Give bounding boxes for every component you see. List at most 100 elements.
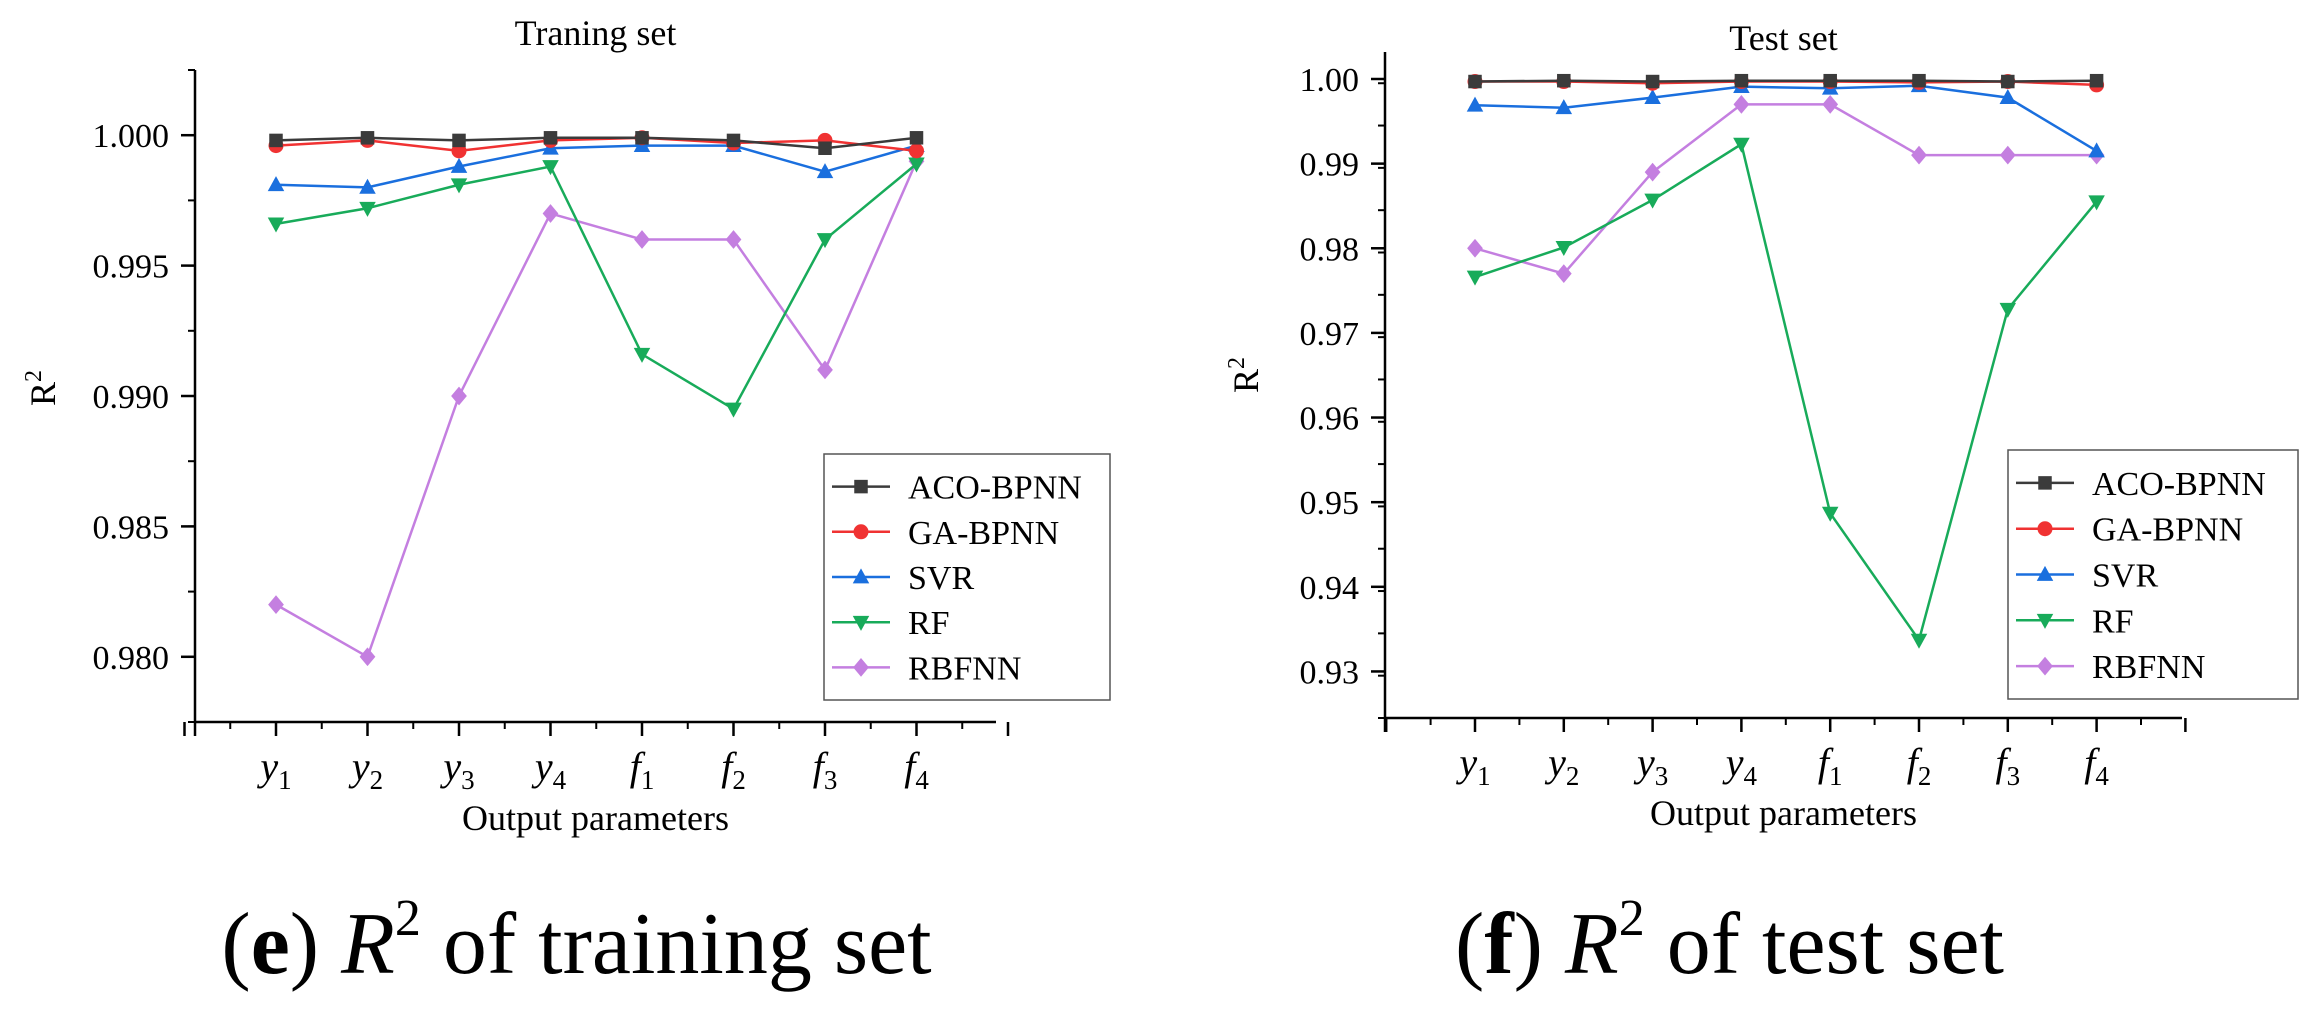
data-point-aco-bpnn — [909, 131, 924, 145]
data-point-svr — [1644, 88, 1661, 104]
data-point-rbfnn — [725, 230, 742, 249]
data-point-rf — [908, 157, 925, 173]
data-point-svr — [1555, 99, 1573, 115]
y-tick-label: 1.00 — [1300, 62, 1360, 99]
data-point-rf — [1733, 137, 1750, 153]
series-line-svr — [275, 144, 917, 189]
data-point-rbfnn — [1911, 145, 1927, 165]
data-point-rbfnn — [1644, 162, 1661, 182]
legend-marker — [2037, 521, 2053, 537]
y-tick-label: 0.985 — [93, 509, 170, 546]
data-point-rbfnn — [1555, 264, 1572, 284]
x-tick-label: y3 — [1633, 740, 1668, 791]
x-tick-label: f1 — [1818, 740, 1843, 791]
chart-title: Traning set — [515, 13, 677, 53]
series-line-rf — [275, 162, 918, 411]
legend-label: SVR — [2092, 558, 2158, 595]
data-point-aco-bpnn — [1734, 73, 1749, 88]
y-tick-label: 0.95 — [1300, 485, 1360, 522]
series-line-aco-bpnn — [1474, 79, 2097, 83]
caption-text: of test set — [1666, 896, 2004, 993]
legend-marker — [852, 568, 870, 584]
data-point-rf — [1999, 302, 2017, 318]
legend-label: RBFNN — [908, 650, 1021, 687]
data-point-aco-bpnn — [1468, 74, 1482, 89]
data-point-aco-bpnn — [1645, 74, 1660, 89]
x-axis-label: Output parameters — [1650, 793, 1917, 833]
data-point-rbfnn — [451, 386, 467, 406]
x-tick-label: f4 — [904, 744, 929, 795]
legend-label: GA-BPNN — [908, 515, 1059, 552]
caption-letter: f — [1484, 896, 1514, 993]
legend-label: ACO-BPNN — [2092, 466, 2266, 503]
legend-marker — [2037, 656, 2053, 676]
data-point-aco-bpnn — [269, 133, 283, 148]
data-point-rf — [1644, 193, 1661, 209]
data-point-rbfnn — [634, 230, 650, 249]
data-point-svr — [267, 176, 285, 192]
x-tick-label: f3 — [1995, 740, 2020, 791]
y-tick-label: 0.98 — [1300, 231, 1360, 268]
data-point-rf — [816, 233, 834, 249]
series-line-rbfnn — [1474, 103, 2097, 276]
data-point-aco-bpnn — [726, 133, 741, 148]
y-axis-label: R2 — [21, 370, 63, 406]
x-tick-label: y3 — [439, 744, 474, 795]
series-line-ga-bpnn — [275, 136, 917, 153]
x-tick-label: y1 — [1455, 740, 1490, 791]
y-tick-label: 0.99 — [1300, 147, 1360, 184]
data-point-rf — [633, 347, 651, 363]
data-point-aco-bpnn — [1912, 73, 1926, 88]
caption-variable: R — [1564, 896, 1619, 993]
data-point-aco-bpnn — [543, 131, 558, 145]
y-tick-label: 0.980 — [93, 640, 170, 677]
series-line-svr — [1474, 84, 2098, 153]
series-line-rf — [1474, 142, 2098, 644]
data-point-aco-bpnn — [360, 131, 375, 145]
legend-marker — [852, 615, 870, 631]
data-point-aco-bpnn — [635, 131, 649, 145]
data-point-aco-bpnn — [818, 141, 832, 155]
legend-label: RBFNN — [2092, 649, 2205, 686]
x-tick-label: f2 — [721, 744, 746, 795]
data-point-svr — [450, 157, 468, 173]
data-point-rf — [450, 178, 468, 194]
caption-training: (e) R2 of training set — [221, 890, 932, 994]
x-tick-label: f4 — [2084, 740, 2109, 791]
x-tick-label: f1 — [630, 744, 655, 795]
data-point-aco-bpnn — [2001, 74, 2015, 89]
y-tick-label: 0.93 — [1300, 654, 1360, 691]
data-point-rf — [359, 201, 376, 217]
data-point-rbfnn — [542, 204, 559, 223]
legend-marker — [2036, 565, 2054, 581]
data-point-rbfnn — [1822, 95, 1839, 114]
legend-label: ACO-BPNN — [908, 470, 1082, 507]
data-point-rf — [1555, 241, 1573, 257]
data-point-rf — [2088, 195, 2105, 211]
legend-marker — [853, 658, 869, 677]
legend: ACO-BPNN GA-BPNN SVR RF RBFNN — [823, 453, 1111, 701]
x-tick-label: f3 — [813, 744, 838, 795]
x-tick-label: y1 — [256, 744, 291, 795]
data-point-rf — [1466, 270, 1484, 286]
data-point-aco-bpnn — [452, 133, 466, 148]
data-point-svr — [1466, 96, 1484, 112]
data-point-rbfnn — [817, 360, 833, 380]
data-point-aco-bpnn — [1823, 73, 1837, 88]
y-tick-label: 0.96 — [1300, 401, 1360, 438]
data-point-aco-bpnn — [1557, 73, 1571, 88]
data-point-rbfnn — [1467, 238, 1483, 258]
data-point-rf — [725, 402, 742, 418]
x-tick-label: f2 — [1907, 740, 1932, 791]
data-point-svr — [359, 178, 376, 194]
caption-letter: e — [250, 896, 290, 993]
x-tick-label: y4 — [1722, 740, 1758, 791]
series-line-aco-bpnn — [275, 136, 917, 150]
data-point-rf — [1910, 633, 1928, 649]
x-tick-label: y2 — [348, 744, 383, 795]
data-point-rbfnn — [359, 647, 376, 667]
y-axis-label: R2 — [1224, 357, 1266, 393]
y-tick-label: 0.995 — [93, 249, 170, 286]
x-tick-label: y2 — [1544, 740, 1579, 791]
